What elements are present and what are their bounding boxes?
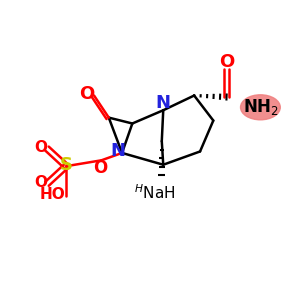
- Ellipse shape: [241, 95, 280, 120]
- Text: $^H$NaH: $^H$NaH: [134, 183, 175, 202]
- Text: O: O: [219, 53, 234, 71]
- Text: N: N: [156, 94, 171, 112]
- Text: O: O: [93, 159, 107, 177]
- Text: O: O: [34, 140, 48, 154]
- Text: NH$_2$: NH$_2$: [242, 97, 278, 117]
- Text: O: O: [34, 175, 48, 190]
- Text: N: N: [110, 142, 125, 160]
- Text: S: S: [60, 156, 73, 174]
- Text: HO: HO: [40, 187, 66, 202]
- Text: O: O: [79, 85, 94, 103]
